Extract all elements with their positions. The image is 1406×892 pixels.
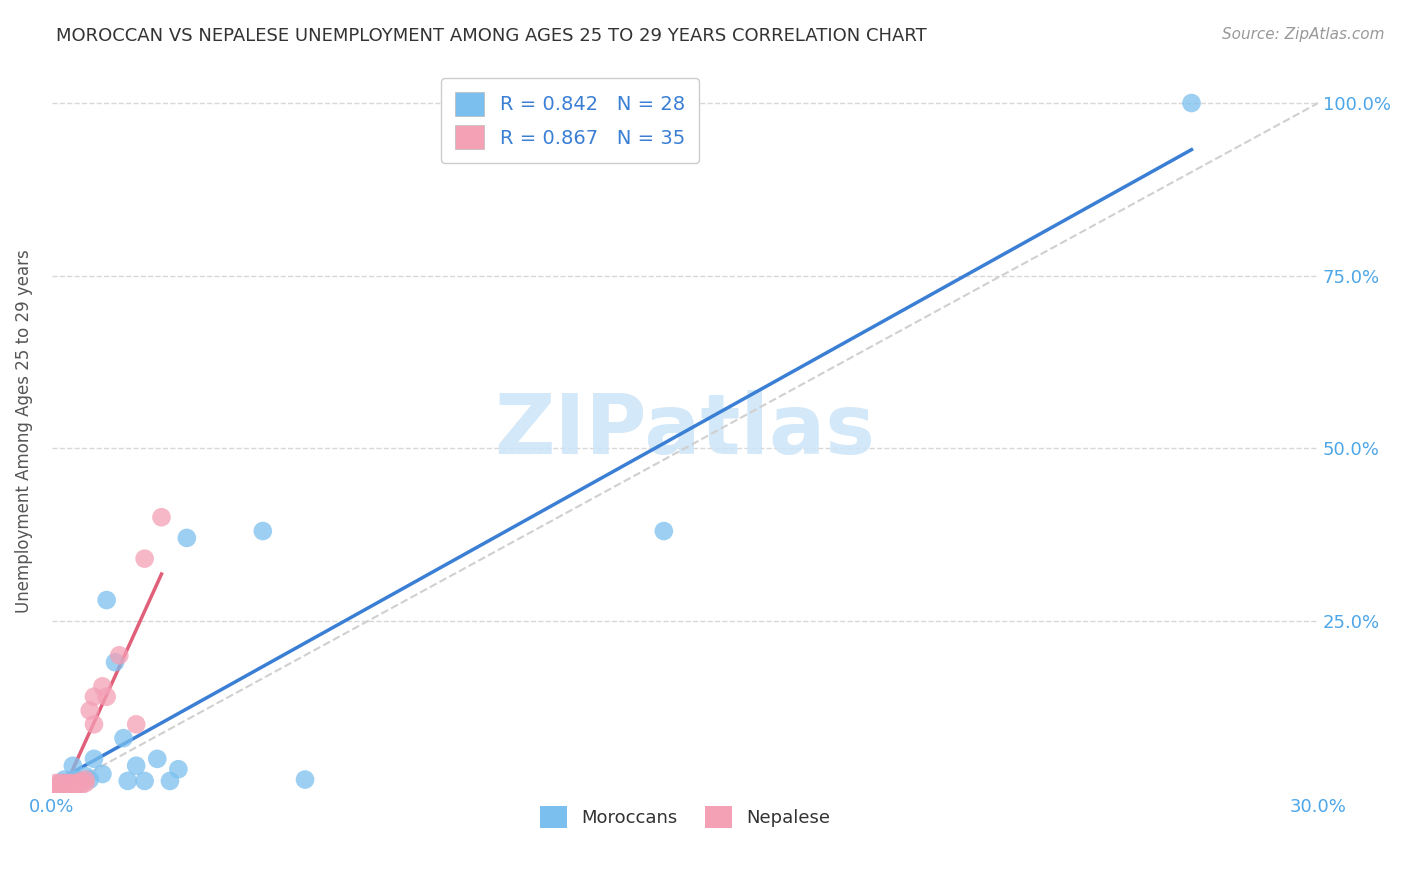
Point bbox=[176, 531, 198, 545]
Point bbox=[70, 773, 93, 788]
Point bbox=[1180, 96, 1202, 111]
Point bbox=[58, 776, 80, 790]
Legend: Moroccans, Nepalese: Moroccans, Nepalese bbox=[533, 798, 838, 835]
Point bbox=[96, 690, 118, 704]
Point bbox=[41, 780, 63, 794]
Point bbox=[83, 752, 105, 766]
Point bbox=[70, 778, 93, 792]
Point bbox=[75, 776, 97, 790]
Point bbox=[49, 780, 72, 794]
Point bbox=[66, 776, 89, 790]
Point bbox=[252, 524, 274, 538]
Point bbox=[75, 772, 97, 787]
Point bbox=[62, 758, 84, 772]
Point bbox=[83, 690, 105, 704]
Point bbox=[167, 762, 190, 776]
Point bbox=[53, 780, 76, 794]
Point bbox=[49, 780, 72, 795]
Point bbox=[150, 510, 173, 524]
Point bbox=[146, 752, 169, 766]
Point bbox=[53, 780, 76, 795]
Point bbox=[75, 769, 97, 783]
Text: ZIPatlas: ZIPatlas bbox=[495, 391, 876, 472]
Point bbox=[49, 783, 72, 797]
Point bbox=[294, 772, 316, 787]
Point bbox=[134, 551, 156, 566]
Point bbox=[652, 524, 675, 538]
Point bbox=[53, 776, 76, 790]
Point bbox=[125, 717, 148, 731]
Point bbox=[62, 780, 84, 795]
Point bbox=[159, 773, 181, 788]
Point bbox=[53, 772, 76, 787]
Point bbox=[41, 783, 63, 797]
Point bbox=[45, 776, 67, 790]
Point bbox=[66, 780, 89, 794]
Point bbox=[58, 776, 80, 790]
Point bbox=[117, 773, 139, 788]
Point bbox=[134, 773, 156, 788]
Point bbox=[91, 679, 114, 693]
Y-axis label: Unemployment Among Ages 25 to 29 years: Unemployment Among Ages 25 to 29 years bbox=[15, 249, 32, 613]
Point bbox=[125, 758, 148, 772]
Point bbox=[58, 780, 80, 795]
Point bbox=[104, 655, 127, 669]
Point bbox=[62, 778, 84, 792]
Text: Source: ZipAtlas.com: Source: ZipAtlas.com bbox=[1222, 27, 1385, 42]
Point bbox=[53, 783, 76, 797]
Point bbox=[79, 772, 101, 787]
Point bbox=[112, 731, 135, 745]
Point bbox=[91, 767, 114, 781]
Point bbox=[45, 780, 67, 795]
Point bbox=[58, 780, 80, 794]
Point bbox=[45, 783, 67, 797]
Point bbox=[83, 717, 105, 731]
Point bbox=[70, 776, 93, 790]
Point bbox=[96, 593, 118, 607]
Point bbox=[49, 780, 72, 794]
Point bbox=[62, 772, 84, 787]
Point bbox=[53, 776, 76, 790]
Point bbox=[79, 704, 101, 718]
Point bbox=[45, 780, 67, 794]
Point bbox=[66, 772, 89, 787]
Point bbox=[108, 648, 131, 663]
Point bbox=[62, 776, 84, 790]
Point bbox=[49, 776, 72, 790]
Point bbox=[45, 783, 67, 797]
Point bbox=[49, 776, 72, 790]
Text: MOROCCAN VS NEPALESE UNEMPLOYMENT AMONG AGES 25 TO 29 YEARS CORRELATION CHART: MOROCCAN VS NEPALESE UNEMPLOYMENT AMONG … bbox=[56, 27, 927, 45]
